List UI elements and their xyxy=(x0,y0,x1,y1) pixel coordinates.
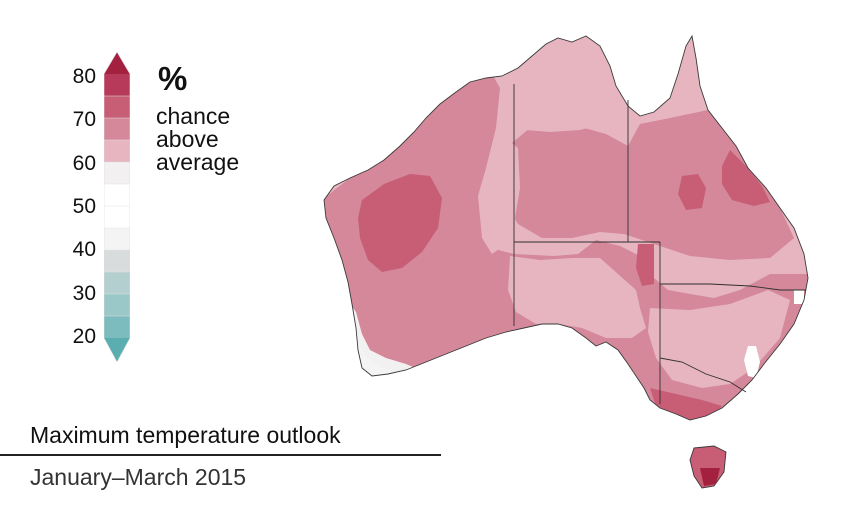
state-borders xyxy=(513,84,806,404)
colorbar-segment-80-plus xyxy=(104,52,130,74)
title-divider xyxy=(0,454,441,456)
legend-tick-50: 50 xyxy=(72,195,96,218)
legend-caption-line-2: above xyxy=(156,126,219,152)
region-50-55-north-nsw xyxy=(794,290,804,304)
colorbar-segment-70 xyxy=(104,96,130,118)
colorbar-segment-55 xyxy=(104,162,130,184)
colorbar-segment-40 xyxy=(104,250,130,272)
region-60-65-nt-top xyxy=(514,48,608,132)
colorbar-segment-50b xyxy=(104,206,130,228)
legend-tick-30: 30 xyxy=(72,282,96,305)
colorbar-segment-25 xyxy=(104,316,130,338)
legend-caption-line-1: chance xyxy=(156,103,231,129)
region-70-75-qld-inland xyxy=(678,174,706,210)
colorbar-segment-75 xyxy=(104,74,130,96)
map-title: Maximum temperature outlook xyxy=(30,422,341,448)
region-50-55-nsw xyxy=(744,346,760,378)
legend: 80 70 60 50 40 30 20 xyxy=(0,0,300,380)
outlook-fill xyxy=(324,36,808,420)
region-60-65-central xyxy=(478,138,520,254)
legend-caption-line-3: average xyxy=(156,149,240,175)
colorbar-segment-65 xyxy=(104,118,130,140)
colorbar-segment-20-minus xyxy=(104,338,130,362)
colorbar-segment-35 xyxy=(104,272,130,294)
colorbar-segment-60 xyxy=(104,140,130,162)
region-70-75-sa xyxy=(636,244,654,286)
legend-tick-20: 20 xyxy=(72,325,96,348)
region-70-75-west xyxy=(358,174,442,272)
map-subtitle: January–March 2015 xyxy=(30,464,247,490)
colorbar-segment-30 xyxy=(104,294,130,316)
colorbar-segment-50 xyxy=(104,184,130,206)
legend-tick-80: 80 xyxy=(72,65,96,88)
australia-map xyxy=(323,35,809,489)
colorbar-segment-45 xyxy=(104,228,130,250)
legend-tick-70: 70 xyxy=(72,108,96,131)
region-50-55 xyxy=(350,328,400,378)
region-60-65-south xyxy=(508,256,646,338)
tasmania xyxy=(689,445,727,489)
region-70-75-qld xyxy=(722,150,770,206)
legend-tick-40: 40 xyxy=(72,238,96,261)
legend-tick-60: 60 xyxy=(72,152,96,175)
legend-caption: chance above average xyxy=(156,105,239,174)
border-qld-nsw xyxy=(660,283,806,291)
legend-colorbar xyxy=(104,52,130,362)
colorbar-dividers xyxy=(104,95,130,317)
legend-unit: % xyxy=(158,60,188,97)
border-nsw-vic xyxy=(659,357,747,393)
